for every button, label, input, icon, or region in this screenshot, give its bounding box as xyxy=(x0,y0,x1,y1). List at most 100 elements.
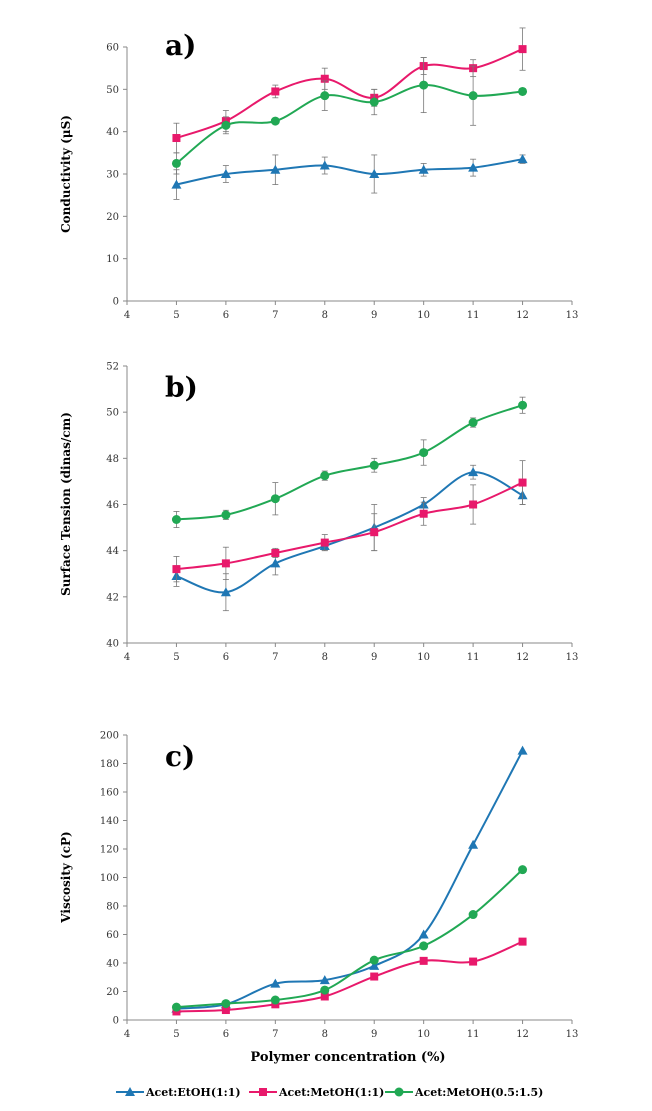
data-point xyxy=(418,929,429,939)
data-point xyxy=(270,995,280,1005)
data-point xyxy=(171,158,181,168)
legend-marker xyxy=(259,1088,267,1096)
x-tick-label: 9 xyxy=(371,310,377,321)
y-tick-label: 42 xyxy=(106,592,119,603)
data-point xyxy=(221,999,231,1009)
x-tick-label: 5 xyxy=(173,310,179,321)
x-tick-label: 8 xyxy=(322,1029,328,1040)
data-point xyxy=(319,160,330,170)
y-tick-label: 52 xyxy=(106,362,119,373)
data-point xyxy=(468,162,479,172)
data-point xyxy=(220,587,231,597)
y-tick-label: 100 xyxy=(100,873,119,884)
data-point xyxy=(172,134,181,143)
y-tick-label: 80 xyxy=(106,902,119,913)
panel-label: c) xyxy=(165,740,195,773)
x-tick-label: 10 xyxy=(417,1029,430,1040)
y-tick-label: 120 xyxy=(100,845,119,856)
data-point xyxy=(419,448,429,458)
data-point xyxy=(369,97,379,107)
series-Acet:MetOH(0.5:1.5) xyxy=(171,57,528,175)
y-tick-label: 0 xyxy=(113,1016,119,1027)
data-point xyxy=(221,510,231,520)
data-point xyxy=(469,957,478,966)
data-point xyxy=(271,87,280,96)
data-point xyxy=(468,91,478,101)
data-point xyxy=(320,471,330,481)
legend-item: Acet:EtOH(1:1) xyxy=(116,1086,241,1099)
series-line xyxy=(176,481,523,571)
data-point xyxy=(517,154,528,164)
data-point xyxy=(419,80,429,90)
y-tick-label: 140 xyxy=(100,816,119,827)
data-point xyxy=(517,745,528,755)
y-tick-label: 40 xyxy=(106,639,119,650)
data-point xyxy=(518,865,528,875)
x-tick-label: 12 xyxy=(516,652,529,663)
chart-panel-3: 0 20 40 60 80 100 120 140 160 180 200 4 5 6 7 8 9 10 11 12 1… xyxy=(59,731,578,1066)
x-tick-label: 8 xyxy=(322,310,328,321)
legend: Acet:EtOH(1:1) Acet:MetOH(1:1) Acet:MetOH(… xyxy=(116,1086,543,1099)
series-line xyxy=(176,158,523,186)
y-tick-label: 30 xyxy=(106,170,119,181)
panel-label: b) xyxy=(165,371,198,404)
x-tick-label: 13 xyxy=(566,1029,579,1040)
legend-label: Acet:EtOH(1:1) xyxy=(145,1086,241,1099)
y-axis-label: Surface Tension (dinas/cm) xyxy=(59,412,73,596)
x-tick-label: 4 xyxy=(124,1029,130,1040)
legend-marker xyxy=(125,1087,135,1096)
chart-panel-2: 40 42 44 46 48 50 52 4 5 6 7 8 9 10 11 12 13 Surface Tens… xyxy=(59,362,578,664)
x-tick-label: 10 xyxy=(417,310,430,321)
data-point xyxy=(320,985,330,995)
data-point xyxy=(518,937,527,946)
legend-marker xyxy=(394,1087,404,1097)
data-point xyxy=(518,478,527,487)
x-tick-label: 12 xyxy=(516,1029,529,1040)
x-tick-label: 4 xyxy=(124,310,130,321)
y-tick-label: 46 xyxy=(106,500,119,511)
y-tick-label: 48 xyxy=(106,454,119,465)
x-tick-label: 11 xyxy=(467,1029,480,1040)
data-point xyxy=(270,116,280,126)
data-point xyxy=(370,972,379,981)
data-point xyxy=(518,45,527,54)
data-point xyxy=(319,975,330,985)
data-point xyxy=(221,559,230,568)
x-tick-label: 8 xyxy=(322,652,328,663)
data-point xyxy=(270,494,280,504)
y-axis-label: Viscosity (cP) xyxy=(59,831,73,923)
data-point xyxy=(369,169,380,178)
legend-label: Acet:MetOH(0.5:1.5) xyxy=(414,1086,543,1099)
series-line xyxy=(176,48,523,139)
y-tick-label: 20 xyxy=(106,212,119,223)
data-point xyxy=(468,467,479,477)
x-tick-label: 12 xyxy=(516,310,529,321)
y-tick-label: 200 xyxy=(100,731,119,742)
data-point xyxy=(320,538,329,547)
series-line xyxy=(176,940,523,1013)
data-point xyxy=(468,418,478,428)
data-point xyxy=(172,565,181,574)
data-point xyxy=(419,956,428,965)
y-tick-label: 160 xyxy=(100,788,119,799)
data-point xyxy=(419,509,428,518)
data-point xyxy=(370,528,379,537)
data-point xyxy=(270,978,281,988)
x-tick-label: 6 xyxy=(223,310,229,321)
y-axis-label: Conductivity (μS) xyxy=(59,115,73,233)
y-tick-label: 180 xyxy=(100,759,119,770)
x-tick-label: 13 xyxy=(566,310,579,321)
data-point xyxy=(468,910,478,920)
legend-item: Acet:MetOH(0.5:1.5) xyxy=(385,1086,543,1099)
series-line xyxy=(176,471,524,594)
x-tick-label: 9 xyxy=(371,1029,377,1040)
data-point xyxy=(270,558,281,568)
y-tick-label: 20 xyxy=(106,987,119,998)
series-Acet:EtOH(1:1) xyxy=(171,154,528,200)
x-tick-label: 11 xyxy=(467,652,480,663)
x-tick-label: 10 xyxy=(417,652,430,663)
x-tick-label: 11 xyxy=(467,310,480,321)
data-point xyxy=(369,955,379,965)
data-point xyxy=(320,74,329,83)
